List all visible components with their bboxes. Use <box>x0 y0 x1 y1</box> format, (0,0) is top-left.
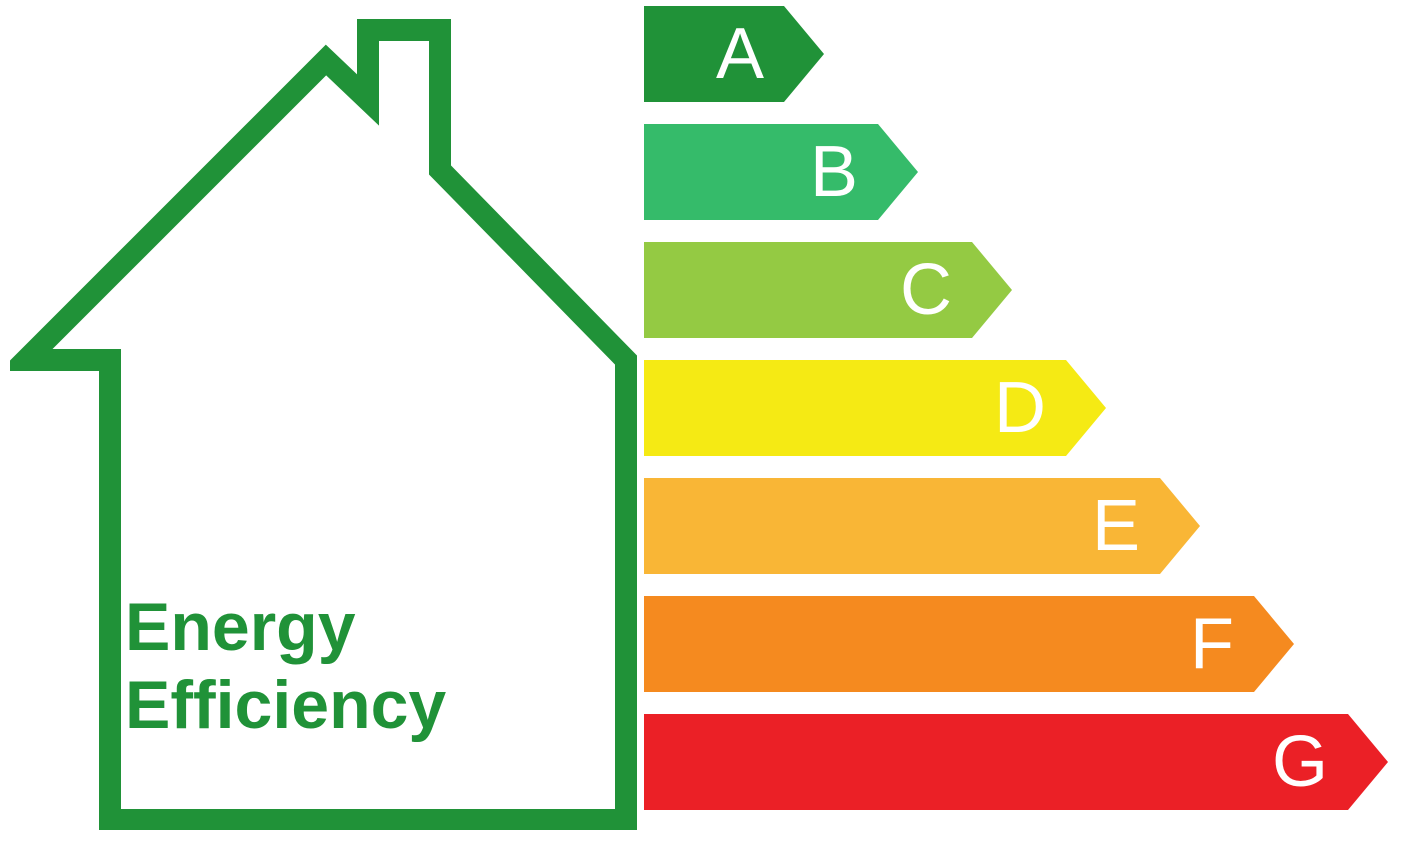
house-label-line1: Energy <box>125 588 446 666</box>
rating-bars: ABCDEFG <box>644 6 1388 810</box>
rating-bar-label: B <box>810 131 858 213</box>
house-label-line2: Efficiency <box>125 666 446 744</box>
rating-bar-arrow-tip <box>1254 596 1294 692</box>
rating-bar-body: E <box>644 478 1160 574</box>
rating-bar-arrow-tip <box>1160 478 1200 574</box>
rating-bar-arrow-tip <box>1348 714 1388 810</box>
rating-bar-label: E <box>1092 485 1140 567</box>
rating-bar-body: D <box>644 360 1066 456</box>
house-label: Energy Efficiency <box>125 588 446 744</box>
rating-bar-body: F <box>644 596 1254 692</box>
rating-bar-label: G <box>1272 721 1328 803</box>
rating-bar-arrow-tip <box>784 6 824 102</box>
rating-bar-e: E <box>644 478 1388 574</box>
energy-rating-diagram: Energy Efficiency ABCDEFG <box>0 0 1427 853</box>
rating-bar-label: A <box>716 13 764 95</box>
rating-bar-label: F <box>1190 603 1234 685</box>
rating-bar-body: C <box>644 242 972 338</box>
rating-bar-body: G <box>644 714 1348 810</box>
rating-bar-label: D <box>994 367 1046 449</box>
rating-bar-body: B <box>644 124 878 220</box>
rating-bar-b: B <box>644 124 1388 220</box>
rating-bar-arrow-tip <box>878 124 918 220</box>
rating-bar-arrow-tip <box>972 242 1012 338</box>
rating-bar-arrow-tip <box>1066 360 1106 456</box>
rating-bar-label: C <box>900 249 952 331</box>
rating-bar-body: A <box>644 6 784 102</box>
rating-bar-c: C <box>644 242 1388 338</box>
rating-bar-a: A <box>644 6 1388 102</box>
rating-bar-f: F <box>644 596 1388 692</box>
rating-bar-d: D <box>644 360 1388 456</box>
rating-bar-g: G <box>644 714 1388 810</box>
